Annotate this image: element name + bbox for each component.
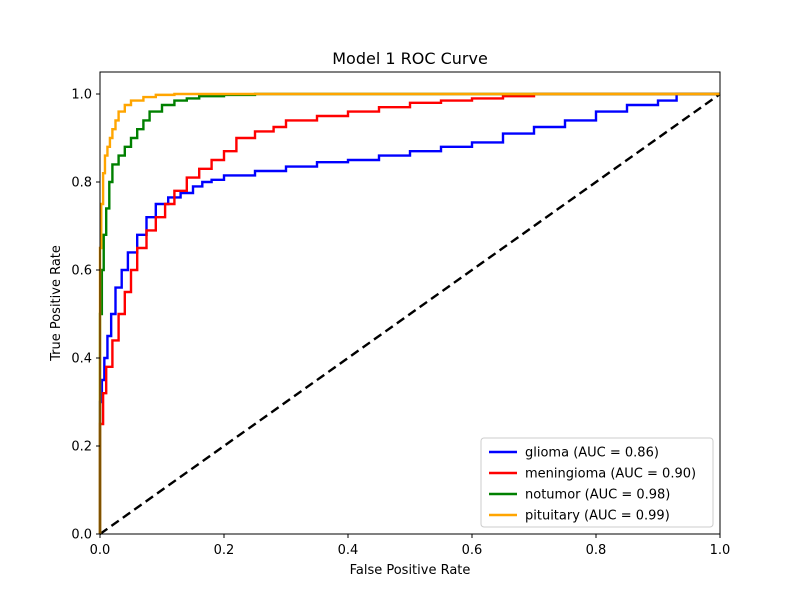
x-tick-label: 0.6 bbox=[462, 543, 483, 558]
x-tick-label: 0.8 bbox=[586, 543, 607, 558]
x-axis-label: False Positive Rate bbox=[350, 563, 471, 578]
y-tick-label: 0.0 bbox=[71, 528, 92, 543]
legend: glioma (AUC = 0.86) meningioma (AUC = 0.9… bbox=[480, 437, 714, 528]
y-tick-label: 0.2 bbox=[71, 440, 92, 455]
legend-label: meningioma (AUC = 0.90) bbox=[525, 467, 696, 482]
series-line-0 bbox=[98, 92, 720, 534]
diagonal-reference-line bbox=[99, 93, 721, 535]
legend-label: notumor (AUC = 0.98) bbox=[525, 488, 670, 503]
plot-frame bbox=[99, 71, 721, 535]
series-line-1 bbox=[98, 92, 720, 534]
y-tick-label: 0.4 bbox=[71, 352, 92, 367]
legend-label: pituitary (AUC = 0.99) bbox=[525, 509, 670, 524]
y-tick-label: 0.6 bbox=[71, 264, 92, 279]
series-line-3 bbox=[98, 92, 720, 534]
series-line-2 bbox=[98, 92, 720, 534]
plot-content bbox=[98, 92, 721, 535]
x-axis: 0.0 0.2 0.4 0.6 0.8 1.0 bbox=[90, 534, 731, 558]
y-axis-label: True Positive Rate bbox=[49, 245, 64, 362]
x-tick-label: 1.0 bbox=[710, 543, 731, 558]
y-tick-label: 0.8 bbox=[71, 176, 92, 191]
legend-box bbox=[480, 437, 714, 528]
y-tick-label: 1.0 bbox=[71, 88, 92, 103]
chart-title: Model 1 ROC Curve bbox=[332, 49, 488, 68]
legend-label: glioma (AUC = 0.86) bbox=[525, 446, 659, 461]
x-tick-label: 0.0 bbox=[90, 543, 111, 558]
x-tick-label: 0.2 bbox=[214, 543, 235, 558]
y-axis: 0.0 0.2 0.4 0.6 0.8 1.0 bbox=[71, 88, 100, 543]
x-tick-label: 0.4 bbox=[338, 543, 359, 558]
